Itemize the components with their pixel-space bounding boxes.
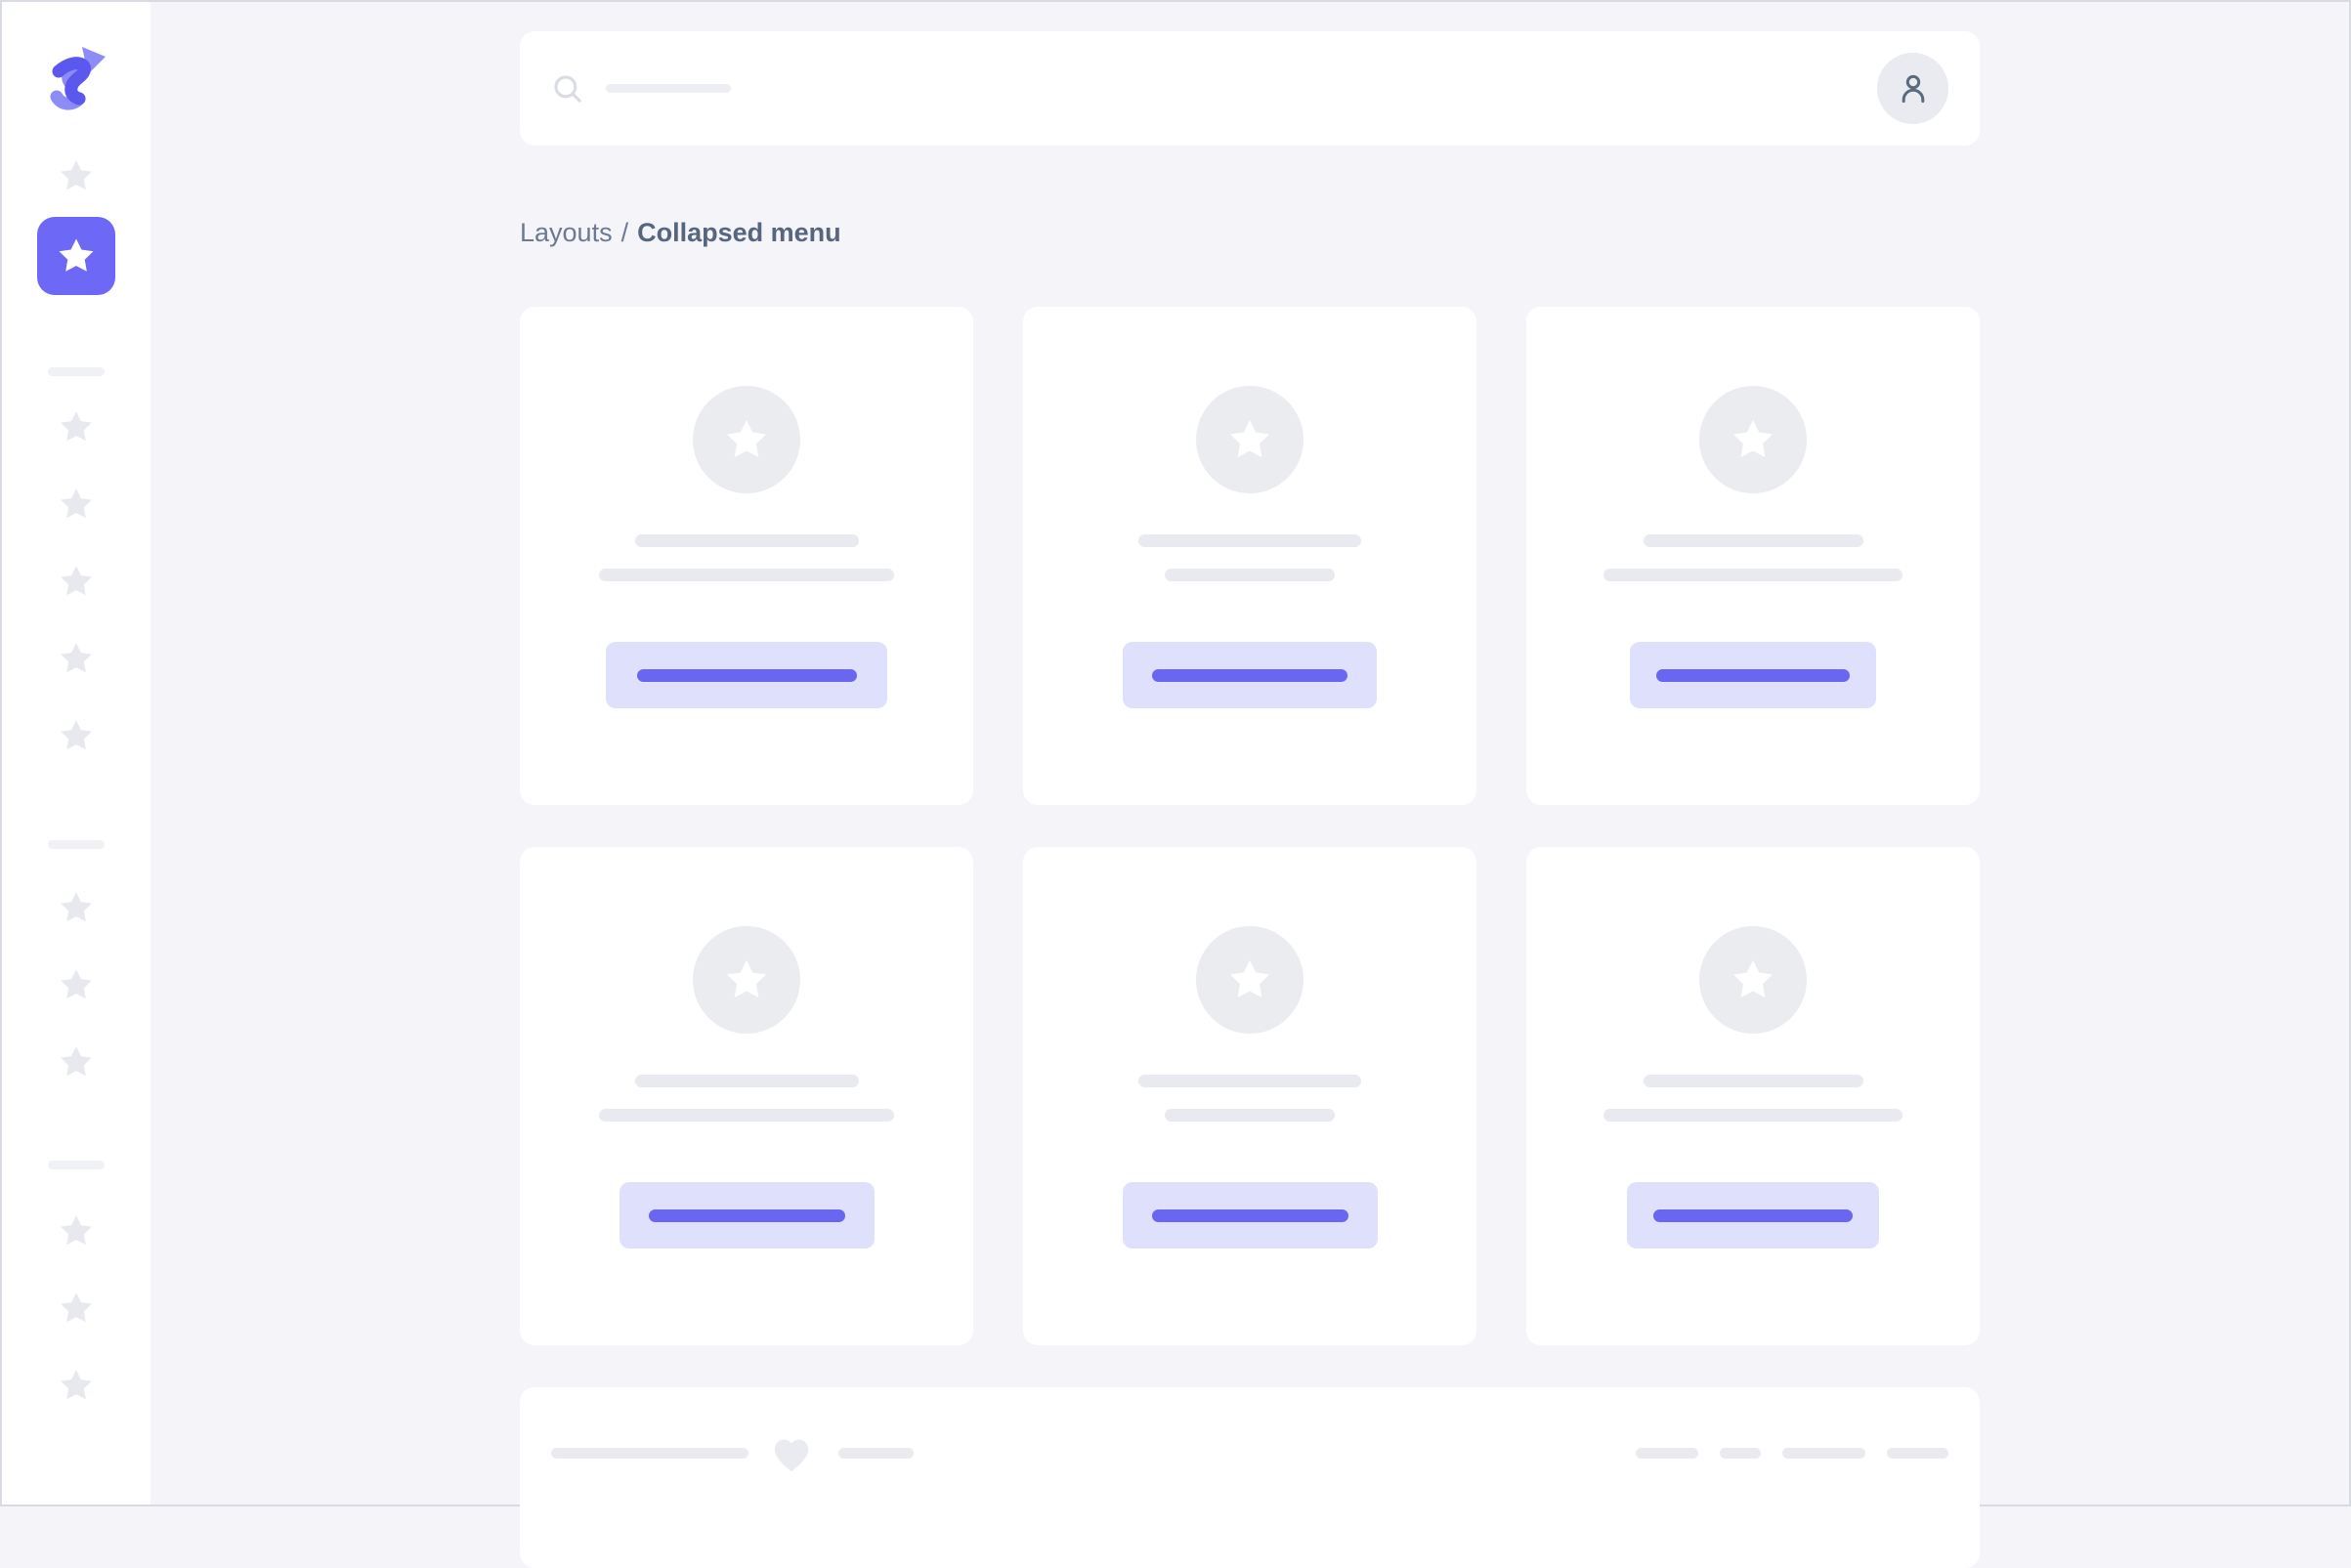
search-bar[interactable] [520,31,1980,146]
card-action-button[interactable] [1630,642,1876,708]
star-icon [58,408,95,445]
card-avatar-circle [1196,386,1304,493]
text-skeleton-line [599,569,894,581]
user-menu-button[interactable] [1877,53,1948,124]
text-skeleton-line [634,534,859,547]
button-label-skeleton [1656,668,1850,682]
star-icon [58,1212,95,1250]
cards-grid [520,307,1980,1345]
app-logo[interactable] [2,45,150,111]
placeholder-card [1023,847,1476,1345]
sidebar-item-star-10[interactable] [2,1212,150,1250]
card-action-button[interactable] [606,642,887,708]
placeholder-card [520,847,973,1345]
breadcrumb: Layouts / Collapsed menu [520,218,1980,248]
placeholder-card [520,307,973,805]
star-icon [1730,956,1776,1003]
person-icon [1895,70,1932,107]
sidebar-item-star-5[interactable] [2,640,150,677]
text-skeleton-line [1138,534,1361,547]
star-icon [1226,956,1273,1003]
star-icon [58,966,95,1003]
star-icon [1730,416,1776,463]
card-avatar-circle [693,386,800,493]
sidebar-divider [48,840,105,849]
star-icon [58,1290,95,1327]
star-icon [58,563,95,600]
sidebar-item-star-9[interactable] [2,1043,150,1081]
search-placeholder-skeleton [606,84,731,93]
card-avatar-circle [1699,926,1807,1034]
footer-skeleton-line [551,1447,748,1459]
sidebar-item-star-12[interactable] [2,1367,150,1404]
sidebar-item-star-3[interactable] [2,486,150,523]
text-skeleton-line [1603,569,1902,581]
star-icon [58,889,95,926]
breadcrumb-separator: / [620,218,629,247]
card-avatar-circle [1699,386,1807,493]
star-icon [723,416,770,463]
sidebar-item-star-7[interactable] [2,889,150,926]
sidebar-item-star-4[interactable] [2,563,150,600]
card-avatar-circle [1196,926,1304,1034]
heart-icon [769,1432,814,1473]
star-icon [723,956,770,1003]
footer-dash-skeleton [1782,1447,1865,1459]
card-action-button[interactable] [1123,642,1377,708]
main-content: Layouts / Collapsed menu [150,2,2349,1568]
footer-dash-skeleton [1636,1447,1698,1459]
breadcrumb-current: Collapsed menu [637,218,841,247]
text-skeleton-line [1643,1075,1863,1087]
search-icon [551,72,584,106]
breadcrumb-parent[interactable]: Layouts [520,218,613,247]
sidebar-item-star-2[interactable] [2,408,150,445]
button-label-skeleton [1152,668,1347,682]
sidebar-item-active[interactable] [37,217,115,295]
placeholder-card [1526,847,1980,1345]
footer-skeleton-line [838,1447,914,1459]
card-avatar-circle [693,926,800,1034]
sidebar-item-star-8[interactable] [2,966,150,1003]
footer-card [520,1387,1980,1568]
sidebar-item-star-11[interactable] [2,1290,150,1327]
button-label-skeleton [1151,1208,1348,1222]
button-label-skeleton [1653,1208,1853,1222]
star-icon [58,640,95,677]
placeholder-card [1023,307,1476,805]
text-skeleton-line [1138,1075,1361,1087]
star-icon [58,717,95,754]
sidebar [2,2,150,1504]
star-icon [58,1043,95,1081]
placeholder-card [1526,307,1980,805]
text-skeleton-line [1165,1109,1335,1122]
s-arrow-logo-icon [45,45,107,111]
card-action-button[interactable] [1122,1182,1378,1249]
star-icon [58,486,95,523]
footer-dash-skeleton [1887,1447,1948,1459]
card-action-button[interactable] [619,1182,875,1249]
button-label-skeleton [636,668,857,682]
star-icon [58,1367,95,1404]
sidebar-item-star-6[interactable] [2,717,150,754]
footer-dash-skeleton [1720,1447,1761,1459]
text-skeleton-line [1603,1109,1902,1122]
text-skeleton-line [634,1075,859,1087]
sidebar-divider [48,367,105,376]
text-skeleton-line [599,1109,894,1122]
star-icon [56,235,97,276]
sidebar-item-star-1[interactable] [2,157,150,194]
button-label-skeleton [648,1208,845,1222]
sidebar-divider [48,1161,105,1169]
card-action-button[interactable] [1627,1182,1879,1249]
text-skeleton-line [1165,569,1335,581]
star-icon [58,157,95,194]
text-skeleton-line [1643,534,1863,547]
star-icon [1226,416,1273,463]
